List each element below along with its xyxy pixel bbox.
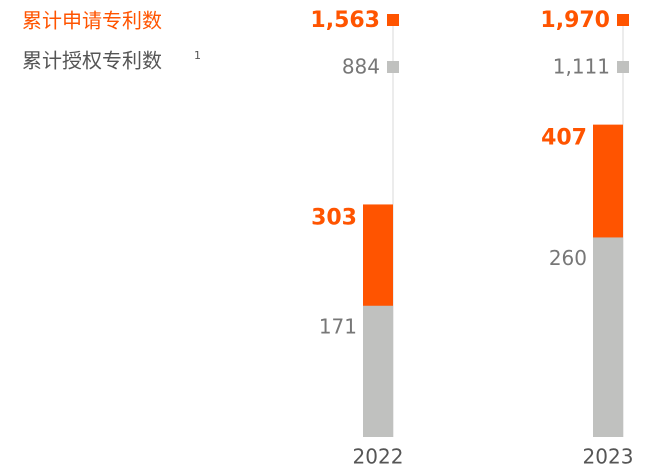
total-marker xyxy=(617,61,629,73)
x-tick-label: 2022 xyxy=(353,445,404,469)
bar-value-label: 407 xyxy=(541,126,587,151)
x-tick-label: 2023 xyxy=(583,445,634,469)
legend-entry: 累计授权专利数 xyxy=(22,49,162,73)
legend-note: 1 xyxy=(194,49,201,62)
bar-value-label: 171 xyxy=(319,314,357,338)
bar xyxy=(363,305,393,437)
total-label: 1,563 xyxy=(310,8,380,33)
bar-value-label: 303 xyxy=(311,205,357,230)
bar-value-label: 260 xyxy=(549,246,587,270)
total-label: 1,970 xyxy=(540,8,610,33)
total-label: 1,111 xyxy=(553,55,610,79)
total-marker xyxy=(387,14,399,26)
total-marker xyxy=(387,61,399,73)
legend-entry: 累计申请专利数 xyxy=(22,9,162,33)
total-label: 884 xyxy=(342,55,380,79)
bar xyxy=(593,237,623,437)
total-marker xyxy=(617,14,629,26)
